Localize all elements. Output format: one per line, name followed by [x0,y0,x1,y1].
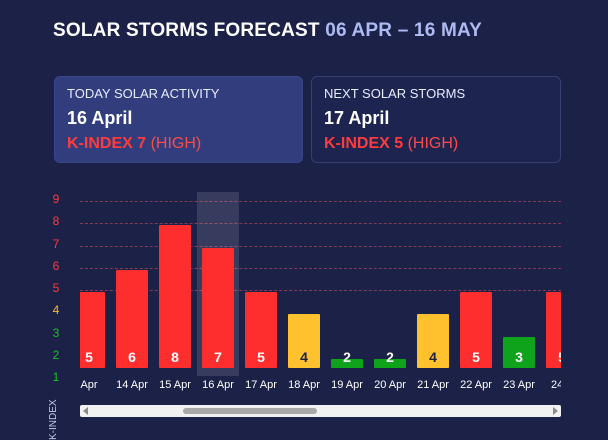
x-tick-label: 18 Apr [288,379,320,391]
bar-value-label: 5 [257,349,265,365]
y-tick-label: 3 [52,325,60,340]
page-title: SOLAR STORMS FORECAST 06 APR – 16 MAY [53,20,482,42]
y-tick-label: 7 [52,236,60,251]
bar[interactable] [417,314,449,368]
today-activity-card: TODAY SOLAR ACTIVITY 16 April K-INDEX 7 … [54,76,303,163]
bar-value-label: 6 [128,349,136,365]
date-range: 06 APR – 16 MAY [325,20,483,41]
kindex-level: (HIGH) [150,135,202,152]
scroll-left-arrow-icon[interactable] [83,407,88,415]
card-kindex: K-INDEX 7 (HIGH) [67,135,290,153]
card-date: 16 April [67,108,133,128]
y-tick-label: 8 [52,214,60,229]
bar-value-label: 7 [214,349,222,365]
x-tick-label: 15 Apr [159,379,191,391]
kindex-bar-chart: 5 Apr 6 14 Apr 8 15 Apr 7 16 Apr 5 17 Apr 4 18 Apr 2… [80,186,561,406]
gridline [80,223,561,225]
x-tick-label: 20 Apr [374,379,406,391]
bar-value-label: 8 [171,349,179,365]
y-axis-label: K-INDEX [48,399,59,440]
bar-value-label: 5 [546,349,561,365]
scroll-thumb[interactable] [183,408,317,414]
x-tick-label: 17 Apr [245,379,277,391]
y-tick-label: 6 [52,258,60,273]
x-tick-label: 19 Apr [331,379,363,391]
x-tick-label: 23 Apr [503,379,535,391]
x-tick-label: 24 A [550,379,561,391]
bar[interactable] [202,247,234,368]
bar[interactable] [80,292,105,368]
chart-scrollbar[interactable] [80,405,561,417]
bar[interactable] [288,314,320,368]
bar[interactable] [546,292,561,368]
y-tick-label: 2 [52,347,60,362]
card-date: 17 April [324,108,390,128]
bar[interactable] [245,292,277,368]
kindex-value: K-INDEX 7 [67,135,147,152]
bar[interactable] [460,292,492,368]
gridline [80,290,561,291]
kindex-level: (HIGH) [407,135,459,152]
bar-value-label: 4 [300,349,308,365]
card-label: TODAY SOLAR ACTIVITY [67,86,220,101]
y-tick-label: 4 [52,303,60,318]
bar-value-label: 2 [386,349,394,365]
title-text: SOLAR STORMS FORECAST [53,20,320,41]
bar[interactable] [116,269,148,368]
gridline [80,201,561,202]
gridline [80,267,561,269]
scroll-right-arrow-icon[interactable] [553,407,558,415]
y-tick-label: 5 [52,281,60,295]
bar-value-label: 2 [343,349,351,365]
bar-value-label: 3 [515,349,523,365]
bar-value-label: 5 [85,349,93,365]
gridline [80,245,561,247]
x-tick-label: Apr [80,379,98,391]
y-tick-label: 9 [52,192,60,206]
x-tick-label: 16 Apr [202,379,234,391]
bar-value-label: 4 [429,349,437,365]
card-kindex: K-INDEX 5 (HIGH) [324,135,548,153]
card-label: NEXT SOLAR STORMS [324,86,466,101]
bar[interactable] [374,358,406,368]
x-tick-label: 14 Apr [116,379,148,391]
bar[interactable] [503,336,535,368]
bar-value-label: 5 [472,349,480,365]
y-tick-label: 1 [52,370,60,384]
next-storms-card: NEXT SOLAR STORMS 17 April K-INDEX 5 (HI… [311,76,561,163]
kindex-value: K-INDEX 5 [324,135,404,152]
x-tick-label: 21 Apr [417,379,449,391]
bar[interactable] [159,225,191,368]
bar[interactable] [331,358,363,368]
x-tick-label: 22 Apr [460,379,492,391]
